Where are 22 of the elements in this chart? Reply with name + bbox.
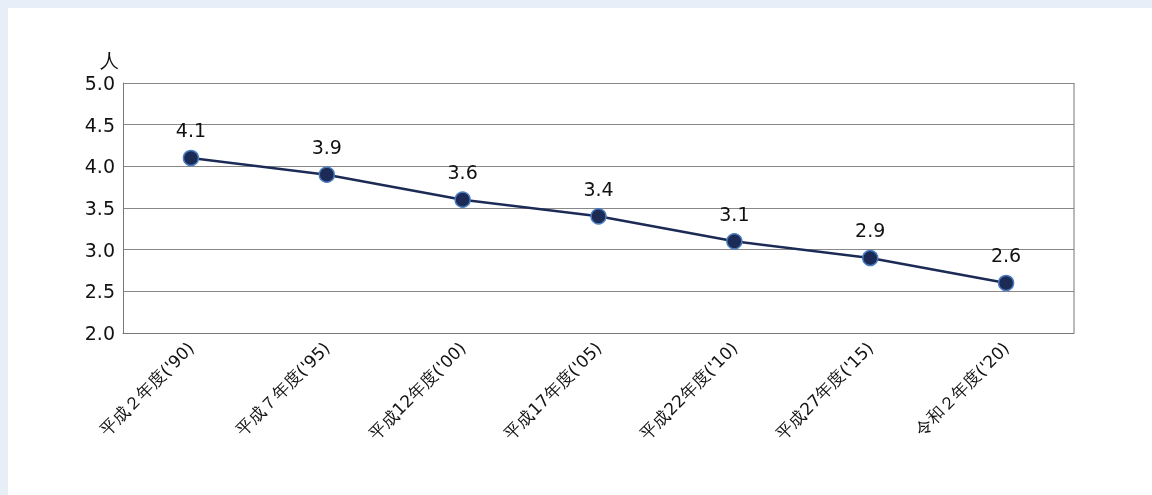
y-tick-label: 5.0: [84, 72, 115, 94]
data-label: 3.1: [719, 202, 750, 225]
y-tick-label: 4.5: [84, 113, 115, 136]
y-tick-label: 2.0: [84, 322, 115, 344]
data-label: 2.9: [855, 219, 886, 242]
point: [861, 249, 879, 267]
data-label: 4.1: [175, 119, 207, 142]
point: [997, 274, 1015, 292]
point: [182, 149, 200, 167]
data-label: 3.4: [583, 177, 614, 200]
y-axis-title: 人: [100, 48, 119, 71]
y-tick-label: 4.0: [84, 155, 115, 178]
point: [590, 208, 607, 225]
y-tick-label: 3.0: [84, 238, 115, 261]
data-label: 3.6: [447, 160, 478, 183]
point: [726, 233, 743, 250]
data-label: 3.9: [311, 135, 342, 158]
point: [318, 166, 336, 183]
y-tick-label: 2.5: [84, 280, 115, 303]
point: [454, 191, 471, 208]
y-tick-label: 3.5: [84, 197, 115, 219]
data-label: 2.6: [990, 244, 1022, 267]
